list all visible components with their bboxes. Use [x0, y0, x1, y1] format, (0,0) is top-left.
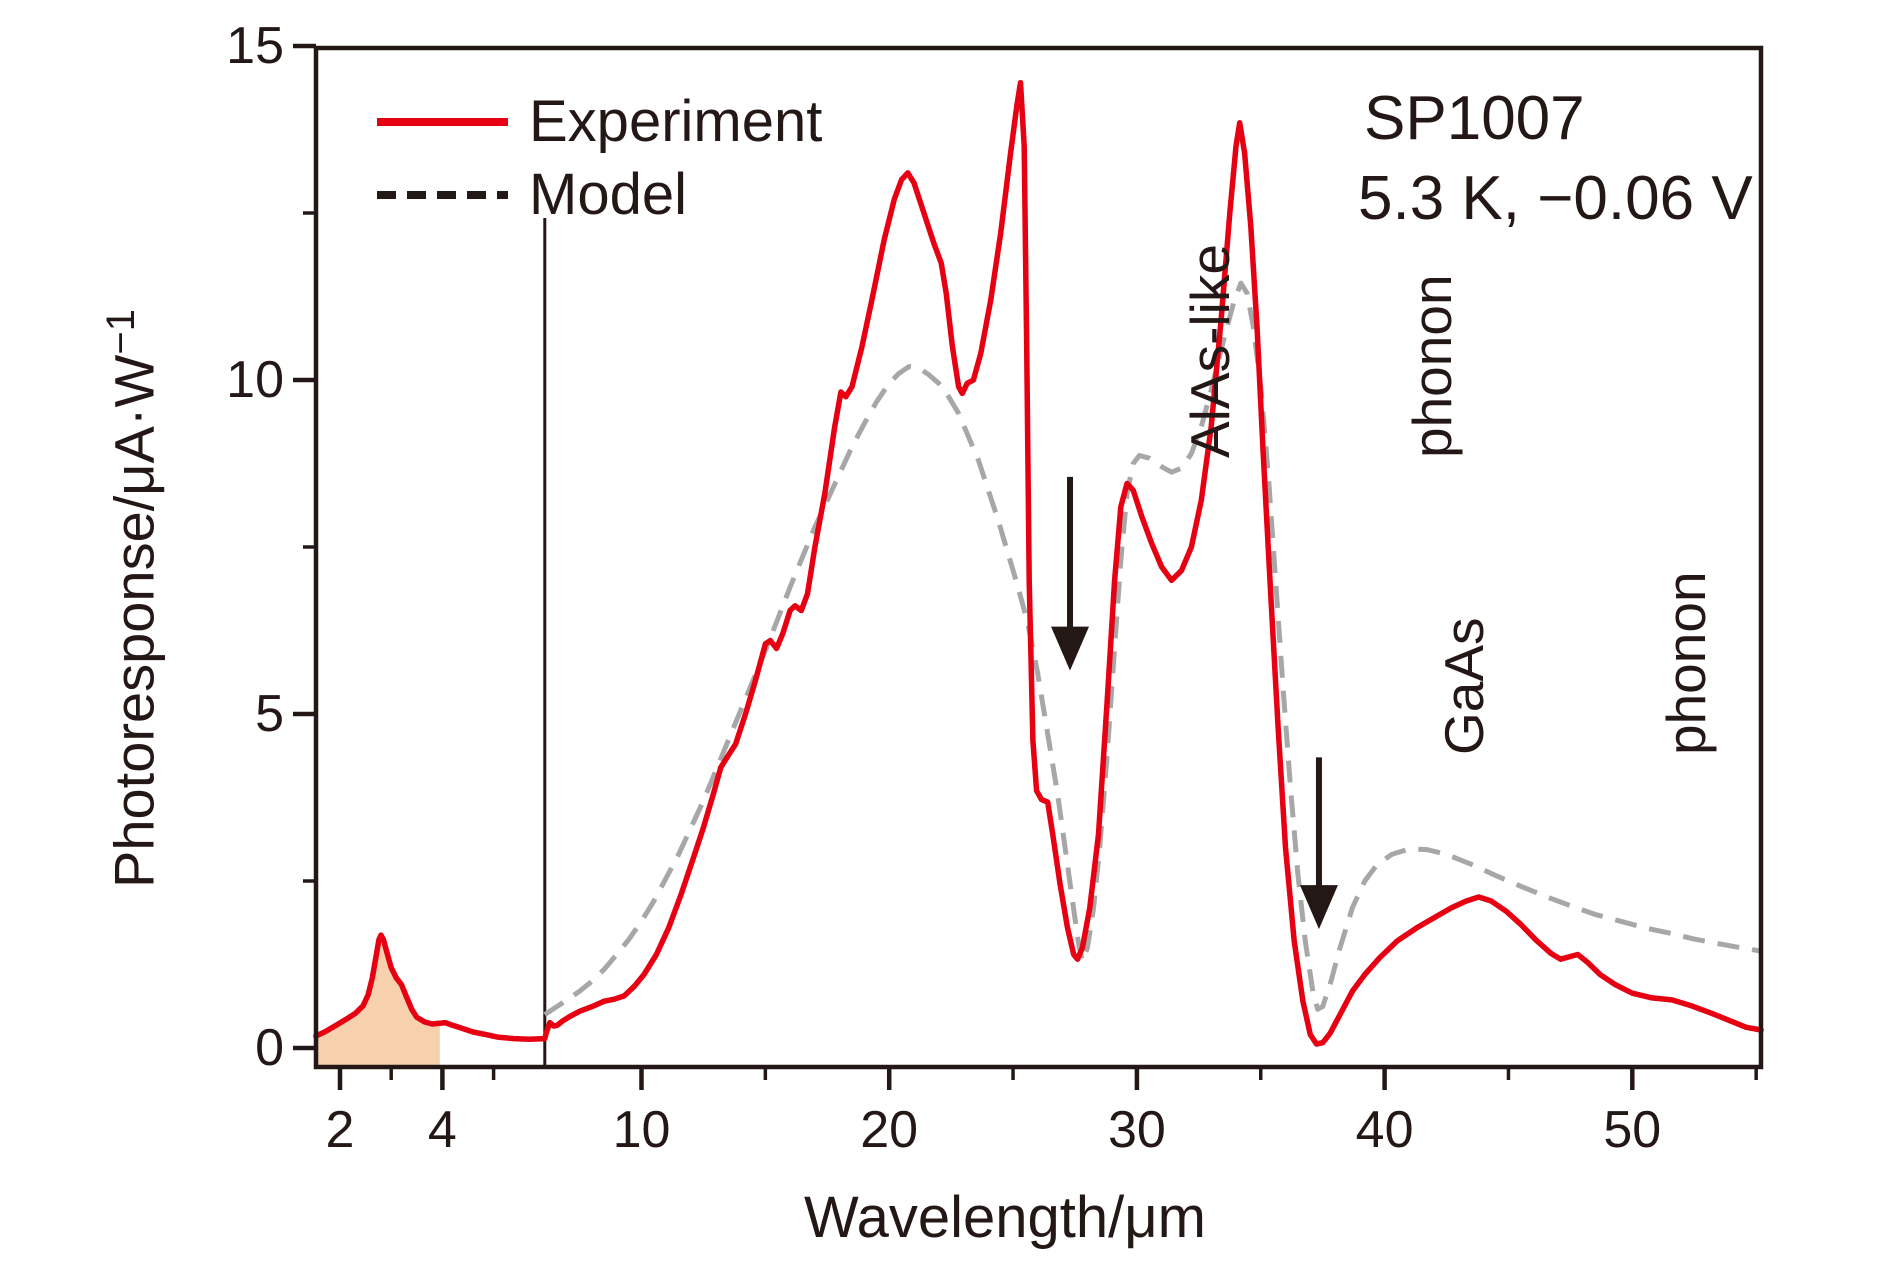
legend-experiment-line-sample	[377, 118, 508, 126]
annotation-alas-line2: phonon	[1401, 274, 1463, 458]
measurement-conditions-label: 5.3 K, −0.06 V	[1358, 164, 1753, 233]
y-tick-label-15: 15	[226, 17, 284, 75]
x-tick-label-40: 40	[1355, 1101, 1414, 1159]
x-tick-label-4: 4	[427, 1101, 457, 1159]
y-tick-label-10: 10	[226, 351, 284, 409]
experiment-curve	[313, 79, 1764, 1047]
x-tick-label-20: 20	[860, 1101, 919, 1159]
legend-model-label: Model	[529, 162, 687, 227]
alas-phonon-arrow-head	[1051, 626, 1090, 671]
x-axis-title: Wavelength/μm	[804, 1185, 1206, 1250]
annotation-gaas-line1: GaAs	[1433, 617, 1495, 755]
y-axis-title-text: Photoresponse/μA·W	[102, 354, 166, 888]
x-tick-label-2: 2	[325, 1101, 355, 1159]
x-tick-label-50: 50	[1603, 1101, 1662, 1159]
gaas-phonon-arrow-head	[1299, 885, 1338, 930]
x-tick-label-30: 30	[1107, 1101, 1166, 1159]
annotation-gaas-line2: phonon	[1655, 571, 1717, 755]
annotation-alas-line1: AlAs-like	[1179, 244, 1241, 458]
y-tick-label-0: 0	[255, 1019, 284, 1077]
nir-shaded-region	[315, 935, 440, 1067]
y-axis-title-exponent: −1	[99, 308, 143, 355]
legend-experiment-label: Experiment	[529, 89, 823, 154]
x-tick-label-10: 10	[612, 1101, 671, 1159]
y-tick-label-5: 5	[255, 685, 284, 743]
annotation-gaas-phonon: GaAs phonon	[1279, 571, 1871, 755]
plot-frame	[313, 45, 1764, 1070]
sample-id-label: SP1007	[1364, 84, 1585, 153]
legend-model-line-sample	[377, 191, 508, 199]
annotation-alas-like-phonon: AlAs-like phonon	[1025, 244, 1617, 458]
